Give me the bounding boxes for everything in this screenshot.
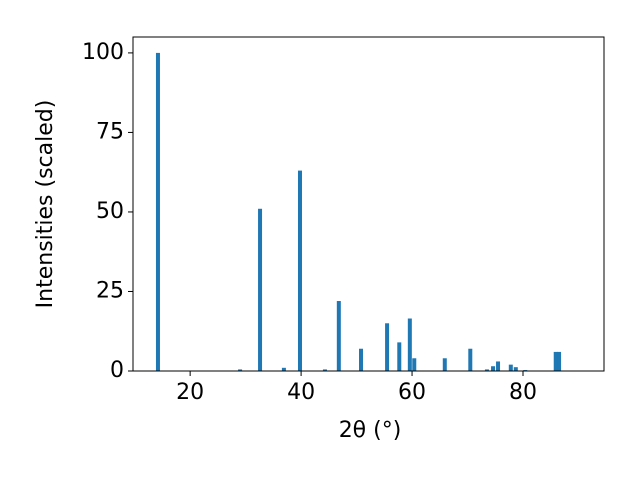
bar	[442, 358, 447, 371]
bar	[468, 348, 473, 371]
x-tick-label: 60	[398, 380, 426, 405]
bar	[484, 369, 489, 371]
bar	[557, 351, 562, 371]
bar	[508, 364, 513, 371]
bar	[359, 348, 364, 371]
y-tick-label: 0	[110, 358, 124, 383]
bar	[553, 351, 558, 371]
x-axis-label: 2θ (°)	[339, 418, 402, 443]
y-tick-label: 25	[96, 278, 124, 303]
bar	[412, 358, 417, 371]
bar	[407, 318, 412, 371]
y-tick-label: 100	[82, 40, 124, 65]
bar	[336, 301, 341, 371]
bar	[258, 208, 263, 371]
plot-frame	[132, 36, 605, 372]
bar	[297, 170, 302, 371]
bar	[385, 323, 390, 371]
bar	[513, 367, 518, 371]
x-tick-label: 20	[176, 380, 204, 405]
bar	[281, 367, 286, 371]
y-tick-label: 75	[96, 119, 124, 144]
bar	[322, 369, 327, 371]
y-axis-label: Intensities (scaled)	[33, 100, 58, 309]
bar	[397, 342, 402, 371]
x-tick-label: 80	[509, 380, 537, 405]
y-tick-label: 50	[96, 199, 124, 224]
bar	[496, 361, 501, 371]
bar	[238, 369, 243, 371]
x-tick-label: 40	[287, 380, 315, 405]
bar	[491, 366, 496, 371]
bar	[155, 52, 160, 372]
